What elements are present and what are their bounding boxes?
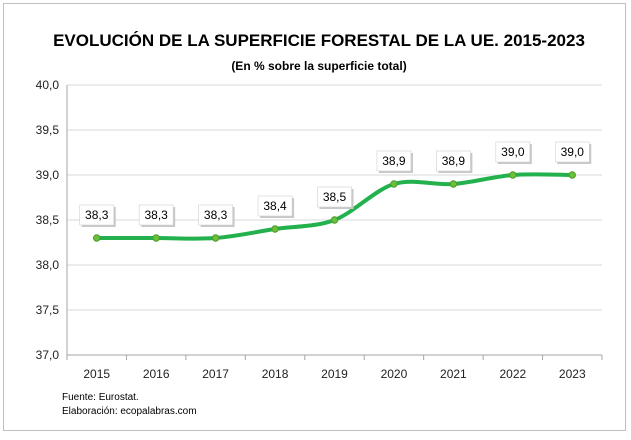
label-box: [79, 204, 115, 226]
data-labels: 38,3 38,3 38,3 38,4 38,5 38,9 38,9 39,0 39,0: [79, 141, 592, 227]
data-point: [152, 234, 160, 242]
label-box: [317, 186, 352, 208]
data-label-text: 38,3: [85, 208, 109, 222]
data-point: [390, 180, 398, 188]
label-box: [257, 195, 293, 217]
data-point: [271, 225, 279, 233]
data-label: 38,9: [436, 150, 473, 173]
x-tick-label: 2018: [262, 367, 289, 381]
data-point: [509, 171, 517, 179]
data-label-text: 39,0: [561, 145, 585, 159]
x-tick-label: 2023: [559, 367, 586, 381]
label-box: [436, 150, 471, 172]
data-label-text: 39,0: [501, 145, 525, 159]
y-tick-label: 37,0: [36, 348, 60, 362]
data-label: 39,0: [554, 141, 592, 164]
label-box: [198, 204, 233, 226]
axes: 37,0 37,5 38,0 38,5 39,0 39,5 40,0 2015 2016 2017…: [36, 78, 603, 381]
data-label: 38,5: [317, 186, 354, 209]
data-label-text: 38,9: [382, 154, 406, 168]
x-tick-label: 2021: [440, 367, 467, 381]
y-tick-label: 40,0: [36, 78, 60, 92]
series-line: [93, 171, 576, 242]
y-tick-label: 39,5: [36, 123, 60, 137]
label-box: [554, 141, 590, 163]
data-label-text: 38,3: [204, 208, 228, 222]
x-tick-label: 2019: [321, 367, 348, 381]
data-label: 39,0: [495, 141, 532, 164]
data-point: [568, 171, 576, 179]
y-tick-label: 37,5: [36, 303, 60, 317]
data-label: 38,3: [198, 204, 235, 227]
data-label-text: 38,4: [263, 199, 287, 213]
data-label: 38,9: [376, 150, 413, 173]
y-tick-label: 39,0: [36, 168, 60, 182]
label-box: [376, 150, 412, 172]
data-label-text: 38,3: [144, 208, 168, 222]
data-label: 38,3: [138, 204, 176, 227]
chart-frame: EVOLUCIÓN DE LA SUPERFICIE FORESTAL DE L…: [3, 3, 626, 431]
chart-title: EVOLUCIÓN DE LA SUPERFICIE FORESTAL DE L…: [53, 31, 585, 50]
label-box: [138, 204, 174, 226]
data-label-text: 38,9: [442, 154, 466, 168]
data-label: 38,3: [79, 204, 116, 227]
data-label: 38,4: [257, 195, 295, 218]
source-note: Fuente: Eurostat.: [62, 392, 139, 403]
data-point: [93, 234, 101, 242]
label-box: [495, 141, 531, 163]
y-tick-label: 38,5: [36, 213, 60, 227]
x-tick-label: 2022: [499, 367, 526, 381]
x-tick-label: 2016: [143, 367, 170, 381]
line-chart: EVOLUCIÓN DE LA SUPERFICIE FORESTAL DE L…: [36, 31, 603, 417]
x-tick-label: 2015: [83, 367, 110, 381]
credit-note: Elaboración: ecopalabras.com: [62, 406, 197, 417]
data-label-text: 38,5: [323, 190, 347, 204]
x-tick-label: 2020: [381, 367, 408, 381]
data-point: [211, 234, 220, 242]
y-tick-label: 38,0: [36, 258, 60, 272]
data-point: [449, 180, 458, 188]
x-tick-label: 2017: [202, 367, 229, 381]
chart-subtitle: (En % sobre la superficie total): [231, 59, 406, 73]
data-point: [330, 216, 339, 224]
